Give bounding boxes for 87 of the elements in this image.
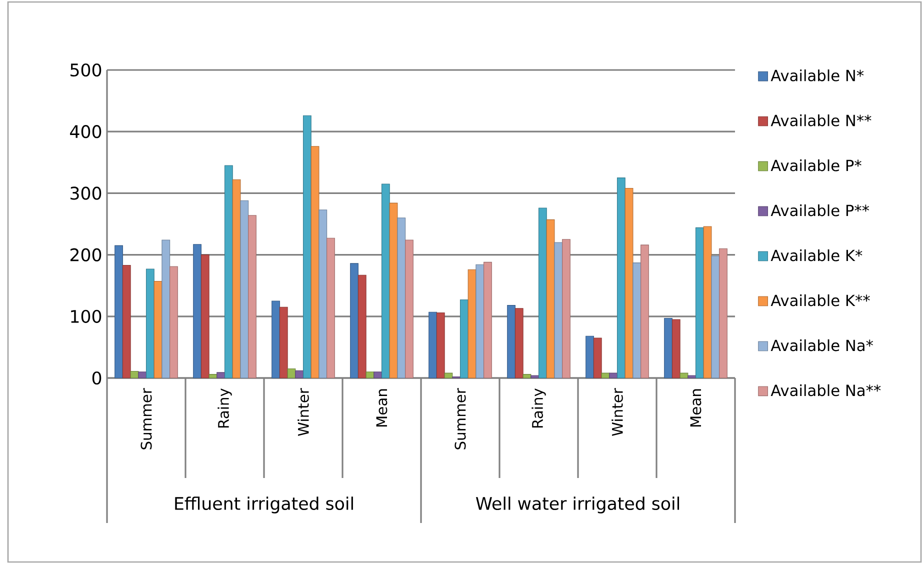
bar: [302, 115, 312, 378]
bar: [232, 179, 241, 378]
legend-label: Available P*: [770, 159, 862, 172]
bar: [248, 215, 256, 378]
bar: [326, 238, 335, 378]
bar: [350, 263, 358, 378]
bar: [562, 239, 570, 378]
bar: [507, 305, 516, 378]
bar: [719, 248, 728, 378]
bar: [224, 165, 233, 378]
bar: [397, 218, 406, 378]
x-tick-label: Winter: [612, 388, 623, 436]
bar: [318, 210, 328, 378]
text: Well water irrigated soil: [476, 496, 680, 514]
bar: [711, 256, 720, 378]
legend-label: Available Na**: [770, 384, 881, 396]
y-tick-label: 500: [70, 63, 102, 77]
bar: [366, 372, 374, 378]
y-tick-label: 400: [70, 125, 102, 138]
bar: [632, 262, 642, 378]
bar: [208, 374, 218, 378]
x-tick-label: Summer: [140, 388, 152, 450]
bar: [593, 338, 602, 378]
bar: [279, 306, 288, 378]
legend-label: Available Na*: [770, 339, 874, 352]
bar: [460, 299, 468, 378]
bar: [554, 242, 563, 378]
x-tick-label: Winter: [298, 388, 309, 436]
legend-label: Available N**: [770, 114, 872, 126]
bar: [389, 202, 398, 378]
legend-label: Available P**: [770, 204, 870, 216]
bar: [405, 240, 414, 378]
bar: [672, 319, 680, 378]
y-tick-label: 100: [71, 310, 102, 323]
bar: [586, 336, 594, 378]
bar: [468, 269, 476, 378]
bar: [680, 372, 688, 378]
bar: [514, 308, 524, 378]
bar: [436, 312, 445, 378]
x-tick-label: Rainy: [532, 388, 546, 428]
bar: [295, 370, 304, 378]
y-tick-label: 300: [70, 186, 102, 200]
bar: [130, 370, 139, 378]
bar: [374, 372, 382, 378]
bar: [170, 266, 178, 378]
bar: [616, 178, 626, 378]
bar: [154, 281, 162, 378]
legend-label: Available K*: [770, 249, 862, 262]
x-tick-label: Mean: [690, 389, 702, 427]
bar: [484, 262, 492, 378]
bar: [601, 372, 610, 378]
bar: [609, 372, 618, 378]
bar: [138, 372, 147, 378]
bar: [703, 226, 712, 378]
bar: [193, 244, 202, 378]
bar: [624, 188, 634, 378]
bar: [428, 312, 437, 378]
bar: [538, 208, 547, 378]
bar: [272, 300, 280, 378]
bar: [122, 265, 131, 378]
bar: [146, 268, 154, 378]
bar: [240, 200, 249, 378]
bar: [522, 374, 532, 378]
bar: [688, 375, 696, 378]
bar: [358, 274, 366, 378]
bar: [162, 240, 170, 378]
x-tick-label: Mean: [376, 389, 388, 427]
bar: [530, 375, 540, 378]
bar: [287, 368, 296, 378]
x-tick-label: Summer: [454, 388, 466, 450]
bar: [640, 244, 649, 378]
y-tick-label: 200: [70, 248, 102, 262]
bar: [114, 245, 123, 378]
bar: [200, 254, 210, 378]
bar: [444, 372, 453, 378]
bar: [695, 227, 704, 378]
bar: [664, 318, 672, 378]
x-tick-label: Rainy: [218, 388, 232, 428]
bar: [476, 264, 484, 378]
text: Effluent irrigated soil: [175, 496, 353, 514]
bar: [381, 184, 390, 378]
bar: [546, 219, 555, 378]
bar: [310, 146, 320, 378]
y-tick-label: 0: [92, 371, 102, 385]
bar: [216, 372, 226, 378]
legend-label: Available K**: [770, 294, 870, 306]
legend-label: Available N*: [770, 69, 864, 82]
